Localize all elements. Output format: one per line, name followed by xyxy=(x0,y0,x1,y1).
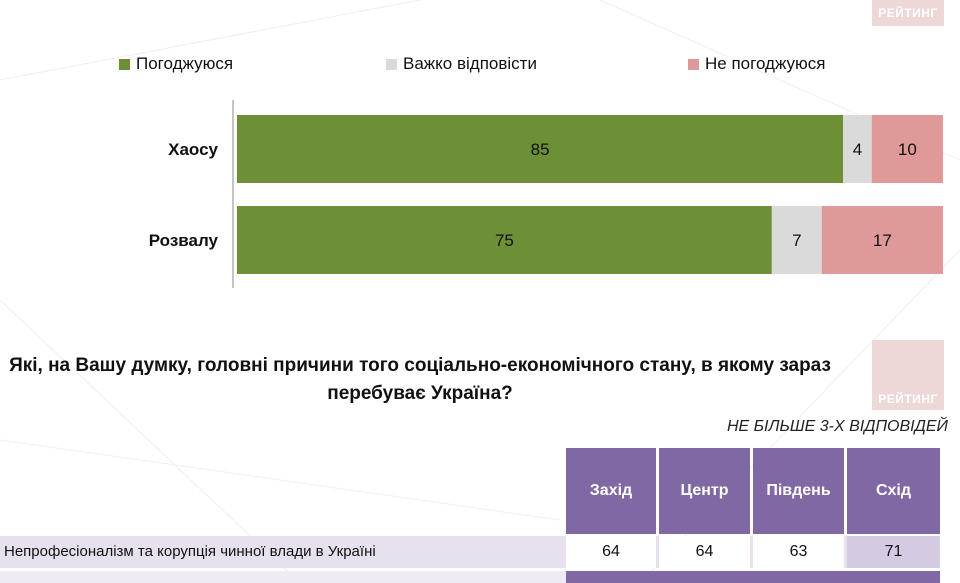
bar-segment-agree xyxy=(237,115,844,183)
table-next-row-band xyxy=(0,571,566,583)
question-line-2: перебуває Україна? xyxy=(327,383,513,404)
table-cell-south: 63 xyxy=(753,536,844,568)
stacked-bar-chart: Хаосу 85 4 10 Розвалу 75 7 17 xyxy=(149,100,943,288)
legend-label-agree: Погоджуюся xyxy=(136,54,234,73)
legend-item-hard-to-say: Важко відповісти xyxy=(386,55,537,73)
legend-swatch-disagree xyxy=(688,58,699,70)
table-cell-center: 64 xyxy=(659,536,750,568)
data-label-agree: 75 xyxy=(495,231,514,250)
logo-rating-mid-text: РЕЙТИНГ xyxy=(878,392,938,406)
table-header-center: Центр xyxy=(659,448,750,534)
bar-segment-disagree xyxy=(871,115,943,183)
table-cell-east: 71 xyxy=(847,536,940,568)
data-label-hard-to-say: 7 xyxy=(792,231,801,250)
legend-item-disagree: Не погоджуюся xyxy=(688,55,825,73)
category-label: Розвалу xyxy=(149,231,219,250)
data-label-disagree: 10 xyxy=(898,140,917,159)
legend-label-hard-to-say: Важко відповісти xyxy=(403,54,537,73)
table-header-east: Схід xyxy=(847,448,940,534)
table-header-south: Південь xyxy=(753,448,844,534)
data-label-agree: 85 xyxy=(531,140,550,159)
table-row-label: Непрофесіоналізм та корупція чинної влад… xyxy=(4,543,376,560)
legend-label-disagree: Не погоджуюся xyxy=(705,54,826,73)
legend-swatch-hard-to-say xyxy=(386,58,397,70)
bar-segment-disagree xyxy=(821,206,943,274)
logo-rating-mid: РЕЙТИНГ xyxy=(872,340,944,410)
data-label-disagree: 17 xyxy=(873,231,892,250)
bar-segment-hard-to-say xyxy=(771,206,822,274)
legend-item-agree: Погоджуюся xyxy=(119,55,233,73)
table-header-west: Захід xyxy=(566,448,656,534)
legend-swatch-agree xyxy=(119,58,130,70)
table-cell-west: 64 xyxy=(566,536,656,568)
question-title: Які, на Вашу думку, головні причини того… xyxy=(0,352,840,408)
answer-limit-note: НЕ БІЛЬШЕ 3-Х ВІДПОВІДЕЙ xyxy=(726,418,948,435)
logo-rating-top: РЕЙТИНГ xyxy=(872,0,944,26)
table-next-row-cells xyxy=(566,571,940,583)
data-label-hard-to-say: 4 xyxy=(853,140,862,159)
category-label: Хаосу xyxy=(168,140,218,159)
question-line-1: Які, на Вашу думку, головні причини того… xyxy=(9,355,831,376)
bar-segment-hard-to-say xyxy=(843,115,872,183)
bar-segment-agree xyxy=(237,206,772,274)
